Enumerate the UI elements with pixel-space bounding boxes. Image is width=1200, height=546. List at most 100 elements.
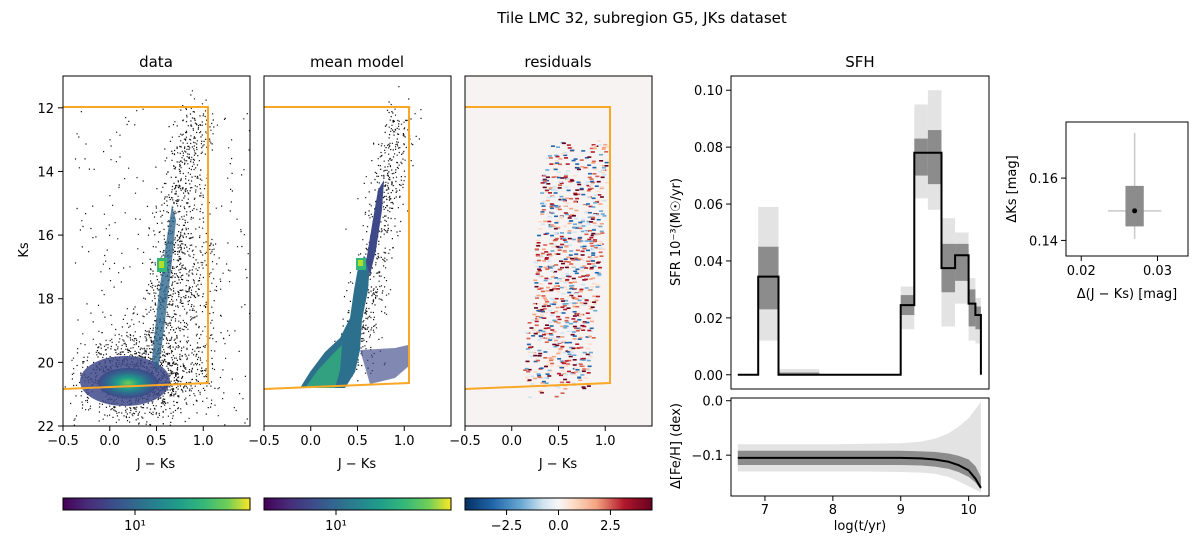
residual-cell <box>572 175 577 177</box>
residual-cell <box>602 146 606 149</box>
residual-cell <box>529 327 534 329</box>
residual-cell <box>591 337 596 339</box>
residual-cell <box>567 222 572 225</box>
residual-cell <box>535 265 540 268</box>
residual-cell <box>538 266 543 268</box>
residual-cell <box>566 307 571 309</box>
residual-cell <box>597 244 602 246</box>
residual-cell <box>562 340 567 343</box>
residual-cell <box>586 196 591 198</box>
residual-cell <box>592 240 597 242</box>
residual-cell <box>559 195 564 198</box>
residual-cell <box>560 243 565 246</box>
colorbar-data-bar <box>62 497 251 511</box>
residual-cell <box>573 257 578 259</box>
residual-cell <box>548 157 553 159</box>
panel-sfh-plot <box>737 90 982 376</box>
residual-cell <box>556 386 561 389</box>
residual-cell <box>572 373 577 376</box>
residual-cell <box>553 285 558 287</box>
residual-cell <box>579 288 584 291</box>
residual-cell <box>587 329 592 332</box>
residual-cell <box>533 360 538 363</box>
residual-cell <box>564 157 568 159</box>
residual-cell <box>526 380 531 382</box>
residual-cell <box>586 220 591 223</box>
residual-cell <box>571 277 576 280</box>
residual-cell <box>563 258 568 260</box>
residual-cell <box>579 240 584 242</box>
residual-cell <box>568 244 573 246</box>
residual-cell <box>556 146 560 148</box>
residual-cell <box>581 329 586 331</box>
residual-cell <box>580 259 585 261</box>
residual-cell <box>560 232 564 234</box>
residual-cell <box>578 221 583 224</box>
y-tick-label: 0.10 <box>694 84 723 99</box>
residual-cell <box>567 295 572 298</box>
residual-cell <box>533 354 538 357</box>
residual-cell <box>528 346 532 349</box>
residual-cell <box>586 260 591 263</box>
residual-cell <box>547 155 552 157</box>
residual-cell <box>580 220 585 223</box>
residual-cell <box>554 154 559 157</box>
residual-cell <box>543 220 548 223</box>
residual-cell <box>599 255 604 257</box>
residual-cell <box>600 176 605 179</box>
residual-cell <box>599 196 604 198</box>
residual-cell <box>548 370 553 373</box>
residual-cell <box>592 227 597 230</box>
residual-cell <box>602 174 607 176</box>
residual-cell <box>542 317 547 319</box>
residual-cell <box>575 268 580 271</box>
x-tick-label: 7 <box>761 503 769 518</box>
residual-cell <box>564 360 569 362</box>
x-tick-label: 0.5 <box>146 434 167 449</box>
residual-cell <box>585 358 590 360</box>
residual-cell <box>584 299 589 302</box>
residual-cell <box>546 305 551 307</box>
residual-cell <box>570 149 575 152</box>
residual-cell <box>556 285 560 287</box>
residual-cell <box>527 344 532 347</box>
residual-cell <box>527 322 532 324</box>
residual-cell <box>545 268 550 270</box>
x-tick-label: 1.0 <box>595 434 616 449</box>
residual-cell <box>545 176 550 178</box>
residual-cell <box>588 240 593 242</box>
residual-cell <box>544 332 548 335</box>
residual-cell <box>598 251 603 254</box>
residual-cell <box>587 176 592 179</box>
x-tick-label: 0.5 <box>347 434 368 449</box>
residual-cell <box>549 334 554 336</box>
residual-cell <box>563 154 568 157</box>
residual-cell <box>530 383 535 385</box>
residual-cell <box>541 310 545 313</box>
residual-cell <box>533 371 538 373</box>
residual-cell <box>557 208 562 211</box>
residual-cell <box>556 365 561 367</box>
residual-cell <box>575 369 580 371</box>
residual-cell <box>527 351 532 354</box>
residual-cell <box>589 221 594 223</box>
residual-cell <box>562 142 566 145</box>
residual-cell <box>546 183 551 185</box>
panel-sfh-yticks: 0.00 0.02 0.04 0.06 0.08 0.10 <box>694 84 731 384</box>
residual-cell <box>582 321 587 324</box>
residual-cell <box>596 180 601 183</box>
residual-cell <box>597 144 602 146</box>
residual-cell <box>560 332 565 334</box>
residual-cell <box>595 284 600 286</box>
residual-cell <box>587 354 592 357</box>
residual-cell <box>534 261 539 264</box>
y-tick-label: −0.1 <box>691 449 723 464</box>
residual-cell <box>553 168 558 171</box>
residual-cell <box>587 156 592 158</box>
residual-cell <box>568 355 573 358</box>
panel-residuals-cells <box>523 140 610 399</box>
panel-model-xticks: −0.5 0.0 0.5 1.0 <box>248 426 415 449</box>
residual-cell <box>584 183 589 186</box>
residual-cell <box>524 367 529 370</box>
residual-cell <box>572 311 577 313</box>
